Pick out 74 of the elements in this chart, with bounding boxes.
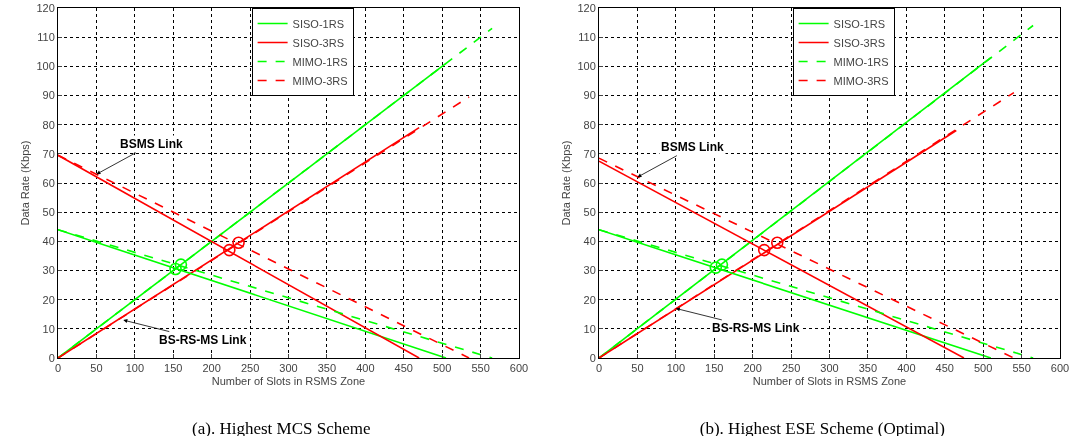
- x-tick-label: 250: [781, 362, 801, 375]
- legend-label: SISO-1RS: [833, 17, 885, 30]
- y-tick-label: 110: [37, 31, 55, 44]
- x-tick-label: 250: [240, 362, 260, 375]
- x-tick-label: 100: [666, 362, 686, 375]
- x-tick-label: 100: [125, 362, 145, 375]
- y-tick-label: 70: [42, 147, 55, 160]
- y-tick-label: 110: [578, 31, 596, 44]
- point: [223, 243, 236, 257]
- x-tick-label: 600: [509, 362, 529, 375]
- y-tick-label: 30: [583, 264, 596, 277]
- y-tick-label: 10: [583, 322, 596, 335]
- y-tick-label: 50: [42, 206, 55, 219]
- point: [709, 261, 723, 274]
- y-tick-label: 0: [48, 351, 55, 364]
- y-tick-label: 40: [42, 235, 55, 248]
- y-axis-title: Data Rate (Kbps): [560, 140, 573, 226]
- y-tick-label: 0: [589, 351, 596, 364]
- x-tick-label: 200: [202, 362, 221, 375]
- annotation: BS-RS-MS Link: [159, 333, 247, 347]
- x-tick-label: 600: [1050, 362, 1070, 375]
- point: [232, 236, 245, 250]
- legend-label: MIMO-1RS: [292, 55, 348, 68]
- legend-label: MIMO-3RS: [292, 74, 348, 87]
- x-tick-label: 550: [1012, 362, 1031, 375]
- y-tick-label: 10: [42, 322, 55, 335]
- y-tick-label: 90: [42, 89, 55, 102]
- point: [757, 243, 771, 257]
- y-tick-label: 20: [42, 293, 55, 306]
- x-tick-label: 50: [90, 362, 103, 375]
- x-axis-title: Number of Slots in RSMS Zone: [211, 375, 366, 388]
- legend-label: MIMO-1RS: [833, 55, 889, 68]
- y-axis-title: Data Rate (Kbps): [19, 140, 32, 226]
- point: [770, 236, 784, 250]
- y-tick-label: 30: [42, 264, 55, 277]
- annotation: BSMS Link: [120, 137, 183, 151]
- point: [169, 262, 182, 276]
- y-tick-label: 50: [583, 206, 596, 219]
- x-tick-label: 400: [897, 362, 916, 375]
- x-tick-label: 300: [279, 362, 298, 375]
- y-tick-label: 120: [36, 1, 55, 14]
- x-tick-label: 550: [471, 362, 490, 375]
- point: [715, 258, 729, 271]
- y-tick-label: 60: [42, 176, 55, 189]
- y-tick-label: 80: [42, 118, 55, 131]
- y-tick-label: 20: [583, 293, 596, 306]
- x-tick-label: 150: [164, 362, 183, 375]
- x-tick-label: 50: [631, 362, 644, 375]
- point: [174, 258, 188, 271]
- y-tick-label: 40: [583, 235, 596, 248]
- x-tick-label: 450: [394, 362, 413, 375]
- y-tick-label: 120: [577, 1, 596, 14]
- y-tick-label: 100: [36, 60, 55, 73]
- x-tick-label: 200: [743, 362, 762, 375]
- x-tick-label: 500: [973, 362, 993, 375]
- y-tick-label: 90: [583, 89, 596, 102]
- annotation: BS-RS-MS Link: [712, 321, 800, 335]
- x-tick-label: 150: [705, 362, 724, 375]
- x-tick-label: 350: [858, 362, 878, 375]
- y-tick-label: 70: [583, 147, 596, 160]
- x-tick-label: 450: [935, 362, 954, 375]
- legend-label: MIMO-3RS: [833, 74, 889, 87]
- y-tick-label: 80: [583, 118, 596, 131]
- legend-label: SISO-1RS: [292, 17, 344, 30]
- x-tick-label: 400: [356, 362, 375, 375]
- x-axis-title: Number of Slots in RSMS Zone: [752, 375, 907, 388]
- x-tick-label: 350: [317, 362, 337, 375]
- x-tick-label: 500: [432, 362, 452, 375]
- legend-label: SISO-3RS: [833, 36, 885, 49]
- annotation: BSMS Link: [661, 140, 724, 154]
- x-tick-label: 300: [820, 362, 839, 375]
- y-tick-label: 100: [577, 60, 596, 73]
- y-tick-label: 60: [583, 176, 596, 189]
- legend-label: SISO-3RS: [292, 36, 344, 49]
